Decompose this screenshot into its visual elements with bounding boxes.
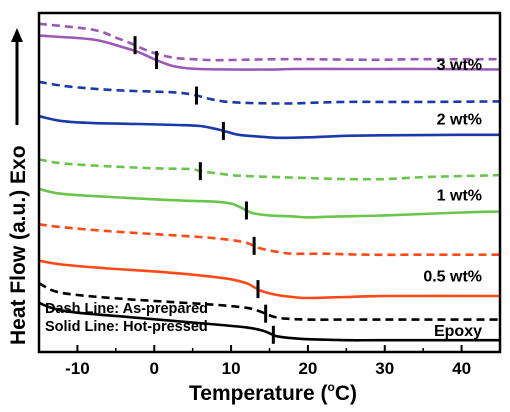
curve-2-wt-dashed	[38, 80, 501, 105]
curve-0-5-wt-dashed	[38, 223, 500, 257]
y-axis-arrow-head	[11, 28, 23, 42]
curves-layer	[38, 22, 501, 342]
series-label-1-wt: 1 wt%	[437, 187, 482, 204]
curve-3-wt-solid	[38, 34, 501, 71]
curve-1-wt-solid	[38, 187, 501, 219]
tg-marks-layer	[133, 36, 275, 344]
x-axis-title-main: Temperature (	[189, 382, 327, 405]
x-tick-label-0: 0	[150, 359, 159, 378]
x-tick-label-20: 20	[298, 359, 317, 378]
curve-3-wt-dashed	[38, 22, 501, 62]
x-tick-label-40: 40	[452, 359, 471, 378]
x-tick-label--10: -10	[65, 359, 90, 378]
x-tick-label-30: 30	[375, 359, 394, 378]
curve-0-5-wt-solid	[38, 259, 501, 300]
curve-epoxy-dashed	[38, 282, 500, 321]
x-axis-title: Temperature (oC)	[189, 380, 357, 405]
x-tick-label-10: 10	[222, 359, 241, 378]
series-label-0-5-wt: 0.5 wt%	[423, 268, 482, 285]
series-label-2-wt: 2 wt%	[437, 111, 482, 128]
y-axis-title: Heat Flow (a.u.) Exo	[7, 145, 30, 345]
note-dash: Dash Line: As-prepared	[45, 301, 208, 317]
curve-epoxy-solid	[38, 301, 500, 342]
x-axis-title-degree: o	[327, 380, 334, 394]
curve-1-wt-dashed	[38, 158, 501, 181]
series-labels-layer: 3 wt% 2 wt% 1 wt% 0.5 wt% Epoxy	[423, 57, 482, 340]
x-axis-title-unit: C)	[335, 382, 357, 405]
note-solid: Solid Line: Hot-pressed	[45, 319, 208, 335]
curve-2-wt-solid	[38, 114, 500, 140]
series-label-3-wt: 3 wt%	[437, 57, 482, 74]
series-label-epoxy: Epoxy	[434, 323, 482, 340]
x-axis-ticks: -10 0 10 20 30 40	[38, 345, 501, 378]
